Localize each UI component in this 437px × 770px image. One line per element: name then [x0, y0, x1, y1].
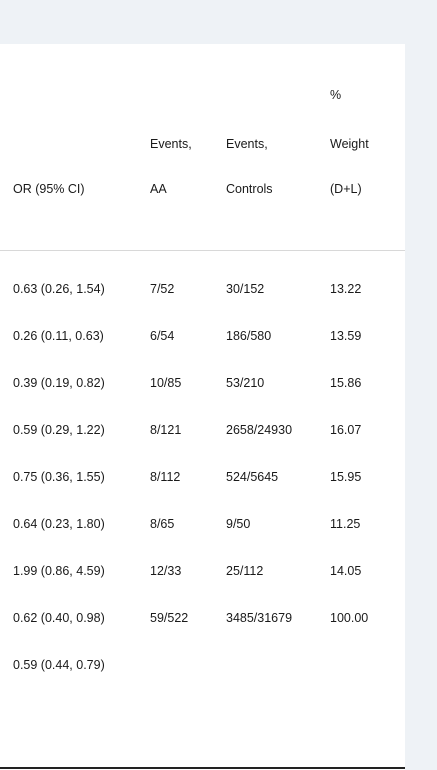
header-weight-line2: Weight — [330, 137, 369, 151]
weight-cell: 14.05 — [330, 564, 362, 578]
table-row: 0.59 (0.29, 1.22) 8/121 2658/24930 16.07 — [0, 421, 405, 439]
events-controls-cell: 30/152 — [226, 282, 265, 296]
or-ci-cell: 0.75 (0.36, 1.55) — [13, 470, 105, 484]
events-controls-cell: 186/580 — [226, 329, 272, 343]
events-aa-cell: 6/54 — [150, 329, 175, 343]
events-aa-cell: 59/522 — [150, 611, 189, 625]
table-row-overall: 0.62 (0.40, 0.98) 59/522 3485/31679 100.… — [0, 609, 405, 627]
events-controls-cell: 9/50 — [226, 517, 251, 531]
table-row: 0.39 (0.19, 0.82) 10/85 53/210 15.86 — [0, 374, 405, 392]
header-events-controls-line1: Events, — [226, 137, 268, 151]
events-aa-cell: 7/52 — [150, 282, 175, 296]
header-events-controls-line2: Controls — [226, 182, 273, 196]
events-controls-cell: 25/112 — [226, 564, 264, 578]
table-row: 0.75 (0.36, 1.55) 8/112 524/5645 15.95 — [0, 468, 405, 486]
or-ci-cell: 0.59 (0.44, 0.79) — [13, 658, 105, 672]
events-aa-cell: 12/33 — [150, 564, 182, 578]
or-ci-cell: 0.39 (0.19, 0.82) — [13, 376, 105, 390]
events-aa-cell: 8/65 — [150, 517, 175, 531]
events-controls-cell: 53/210 — [226, 376, 265, 390]
header-weight-line3: (D+L) — [330, 182, 362, 196]
table-row: 0.26 (0.11, 0.63) 6/54 186/580 13.59 — [0, 327, 405, 345]
or-ci-cell: 0.64 (0.23, 1.80) — [13, 517, 105, 531]
forest-plot-table-panel — [0, 44, 405, 770]
events-controls-cell: 524/5645 — [226, 470, 279, 484]
header-events-aa-line2: AA — [150, 182, 167, 196]
table-row-pooled: 0.59 (0.44, 0.79) — [0, 656, 405, 674]
weight-cell: 11.25 — [330, 517, 361, 531]
or-ci-cell: 0.62 (0.40, 0.98) — [13, 611, 105, 625]
bottom-rule — [0, 767, 405, 769]
table-row: 0.64 (0.23, 1.80) 8/65 9/50 11.25 — [0, 515, 405, 533]
header-divider — [0, 250, 405, 251]
weight-cell: 15.86 — [330, 376, 362, 390]
weight-cell: 13.22 — [330, 282, 362, 296]
table-row: 0.63 (0.26, 1.54) 7/52 30/152 13.22 — [0, 280, 405, 298]
header-weight-line1: % — [330, 88, 342, 102]
or-ci-cell: 0.59 (0.29, 1.22) — [13, 423, 105, 437]
header-or-ci: OR (95% CI) — [13, 182, 85, 196]
events-aa-cell: 8/112 — [150, 470, 181, 484]
weight-cell: 15.95 — [330, 470, 362, 484]
table-row: 1.99 (0.86, 4.59) 12/33 25/112 14.05 — [0, 562, 405, 580]
or-ci-cell: 1.99 (0.86, 4.59) — [13, 564, 105, 578]
header-events-aa-line1: Events, — [150, 137, 192, 151]
weight-cell: 13.59 — [330, 329, 362, 343]
or-ci-cell: 0.26 (0.11, 0.63) — [13, 329, 104, 343]
events-controls-cell: 3485/31679 — [226, 611, 293, 625]
events-aa-cell: 10/85 — [150, 376, 182, 390]
events-aa-cell: 8/121 — [150, 423, 182, 437]
weight-cell: 16.07 — [330, 423, 362, 437]
or-ci-cell: 0.63 (0.26, 1.54) — [13, 282, 105, 296]
events-controls-cell: 2658/24930 — [226, 423, 293, 437]
weight-cell: 100.00 — [330, 611, 369, 625]
